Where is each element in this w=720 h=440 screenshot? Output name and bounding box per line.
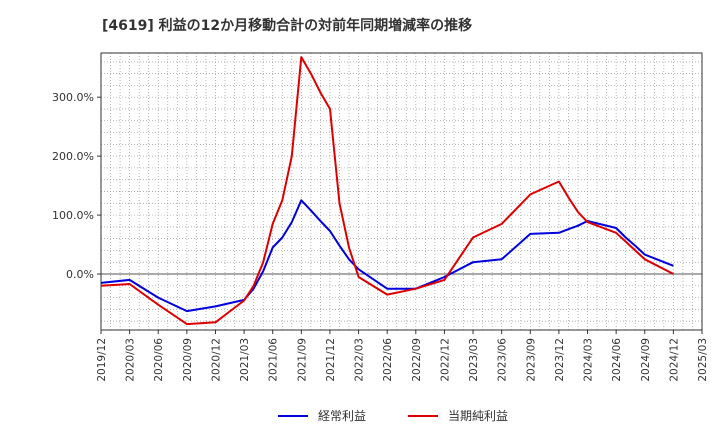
y-tick-label: 200.0% [52, 150, 94, 163]
legend-label-1: 経常利益 [318, 409, 366, 423]
x-tick-label: 2025/03 [697, 338, 709, 382]
x-tick-label: 2023/03 [468, 338, 480, 382]
series-line-2 [100, 56, 674, 326]
grid [100, 53, 703, 330]
x-tick-label: 2019/12 [96, 338, 108, 382]
x-tick-label: 2021/06 [268, 338, 280, 382]
x-tick-label: 2023/06 [497, 338, 509, 382]
x-tick-label: 2022/06 [382, 338, 394, 382]
x-tick-label: 2024/03 [583, 338, 595, 382]
y-tick-label: 100.0% [52, 209, 94, 222]
chart-title: [4619] 利益の12か月移動合計の対前年同期増減率の推移 [102, 17, 472, 34]
x-tick-label: 2020/03 [125, 338, 137, 382]
x-tick-label: 2024/09 [640, 338, 652, 382]
x-tick-label: 2022/12 [439, 338, 451, 382]
x-tick-label: 2022/09 [411, 338, 423, 382]
legend-label-2: 当期純利益 [448, 409, 508, 423]
x-tick-label: 2021/03 [239, 338, 251, 382]
plot-frame [100, 52, 703, 331]
y-tick-label: 300.0% [52, 91, 94, 104]
x-tick-label: 2020/09 [182, 338, 194, 382]
x-tick-label: 2024/06 [611, 338, 623, 382]
x-tick-label: 2023/12 [554, 338, 566, 382]
x-tick-label: 2021/12 [325, 338, 337, 382]
x-tick-label: 2023/09 [525, 338, 537, 382]
x-tick-label: 2021/09 [296, 338, 308, 382]
legend: 経常利益 当期純利益 [278, 409, 508, 423]
x-tick-label: 2020/12 [210, 338, 222, 382]
x-tick-label: 2020/06 [153, 338, 165, 382]
y-axis-ticks: 0.0% 100.0% 200.0% 300.0% [52, 91, 101, 281]
series-lines [100, 56, 674, 326]
y-tick-label: 0.0% [66, 268, 94, 281]
x-tick-label: 2024/12 [668, 338, 680, 382]
x-tick-label: 2022/03 [354, 338, 366, 382]
x-axis-ticks: 2019/12 2020/03 2020/06 2020/09 2020/12 2021/… [96, 330, 709, 382]
